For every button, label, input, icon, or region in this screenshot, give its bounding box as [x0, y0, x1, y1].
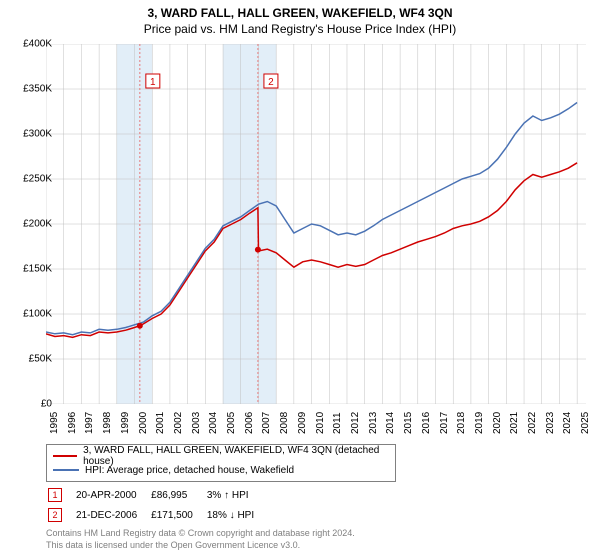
chart-title: 3, WARD FALL, HALL GREEN, WAKEFIELD, WF4… — [0, 0, 600, 20]
footnote: Contains HM Land Registry data © Crown c… — [46, 528, 355, 551]
y-tick-label: £400K — [10, 39, 56, 50]
arrow-down-icon: ↓ — [230, 510, 235, 521]
x-tick-label: 2016 — [421, 412, 432, 434]
tx-date: 21-DEC-2006 — [76, 506, 149, 524]
y-tick-label: £200K — [10, 219, 56, 230]
x-tick-label: 2000 — [138, 412, 149, 434]
x-tick-label: 2010 — [315, 412, 326, 434]
x-tick-label: 1997 — [84, 412, 95, 434]
footnote-line: This data is licensed under the Open Gov… — [46, 540, 355, 552]
plot-svg: 12 — [46, 44, 586, 404]
transactions-table: 1 20-APR-2000 £86,995 3% ↑ HPI 2 21-DEC-… — [46, 484, 268, 526]
arrow-up-icon: ↑ — [224, 490, 229, 501]
x-tick-label: 2015 — [403, 412, 414, 434]
tx-delta: 18% ↓ HPI — [207, 506, 266, 524]
tx-delta: 3% ↑ HPI — [207, 486, 266, 504]
x-tick-label: 2014 — [385, 412, 396, 434]
x-tick-label: 2017 — [439, 412, 450, 434]
legend-item: 3, WARD FALL, HALL GREEN, WAKEFIELD, WF4… — [53, 449, 389, 463]
x-tick-label: 2024 — [562, 412, 573, 434]
y-tick-label: £150K — [10, 264, 56, 275]
svg-text:2: 2 — [268, 77, 274, 88]
y-tick-label: £0 — [10, 399, 56, 410]
y-tick-label: £50K — [10, 354, 56, 365]
x-tick-label: 2009 — [297, 412, 308, 434]
x-tick-label: 2023 — [545, 412, 556, 434]
x-tick-label: 2018 — [456, 412, 467, 434]
marker-badge: 1 — [48, 488, 62, 502]
chart-container: 3, WARD FALL, HALL GREEN, WAKEFIELD, WF4… — [0, 0, 600, 560]
plot-area: 12 — [46, 44, 586, 404]
y-tick-label: £350K — [10, 84, 56, 95]
footnote-line: Contains HM Land Registry data © Crown c… — [46, 528, 355, 540]
legend-swatch — [53, 469, 79, 471]
y-tick-label: £300K — [10, 129, 56, 140]
x-tick-label: 2005 — [226, 412, 237, 434]
x-tick-label: 2013 — [368, 412, 379, 434]
x-tick-label: 2007 — [261, 412, 272, 434]
x-tick-label: 2011 — [332, 412, 343, 434]
x-tick-label: 2019 — [474, 412, 485, 434]
tx-price: £171,500 — [151, 506, 205, 524]
marker-badge: 2 — [48, 508, 62, 522]
legend-swatch — [53, 455, 77, 457]
x-tick-label: 1996 — [67, 412, 78, 434]
chart-subtitle: Price paid vs. HM Land Registry's House … — [0, 20, 600, 36]
legend-label: HPI: Average price, detached house, Wake… — [85, 465, 294, 476]
x-tick-label: 2002 — [173, 412, 184, 434]
tx-date: 20-APR-2000 — [76, 486, 149, 504]
x-tick-label: 2004 — [208, 412, 219, 434]
x-tick-label: 2021 — [509, 412, 520, 434]
y-tick-label: £100K — [10, 309, 56, 320]
x-tick-label: 1995 — [49, 412, 60, 434]
table-row: 2 21-DEC-2006 £171,500 18% ↓ HPI — [48, 506, 266, 524]
x-tick-label: 2008 — [279, 412, 290, 434]
x-tick-label: 2012 — [350, 412, 361, 434]
x-tick-label: 1998 — [102, 412, 113, 434]
x-tick-label: 2025 — [580, 412, 591, 434]
x-tick-label: 2006 — [244, 412, 255, 434]
svg-text:1: 1 — [150, 77, 156, 88]
legend: 3, WARD FALL, HALL GREEN, WAKEFIELD, WF4… — [46, 444, 396, 482]
x-tick-label: 2003 — [191, 412, 202, 434]
tx-price: £86,995 — [151, 486, 205, 504]
x-tick-label: 2022 — [527, 412, 538, 434]
x-tick-label: 2020 — [492, 412, 503, 434]
x-tick-label: 2001 — [155, 412, 166, 434]
x-tick-label: 1999 — [120, 412, 131, 434]
table-row: 1 20-APR-2000 £86,995 3% ↑ HPI — [48, 486, 266, 504]
y-tick-label: £250K — [10, 174, 56, 185]
